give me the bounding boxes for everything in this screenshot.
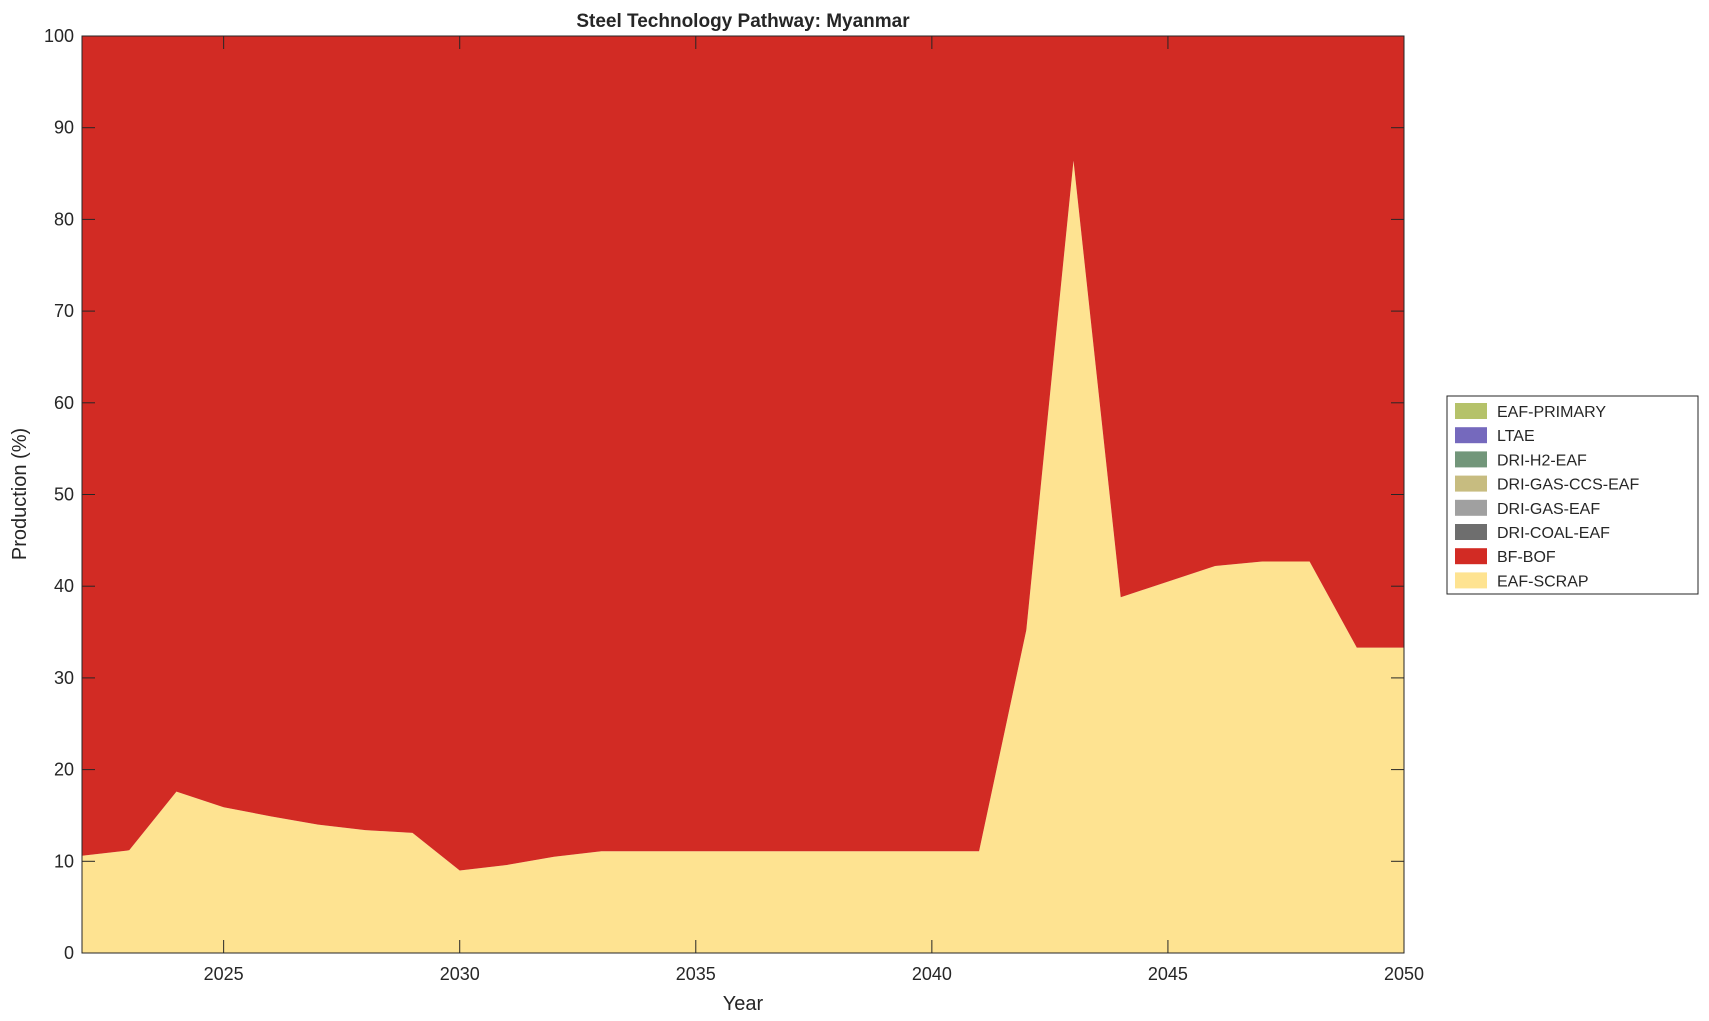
- legend-swatch: [1455, 572, 1487, 589]
- legend-label: DRI-COAL-EAF: [1497, 525, 1610, 542]
- legend-item-dri-h2-eaf: DRI-H2-EAF: [1455, 451, 1587, 469]
- legend-label: BF-BOF: [1497, 549, 1556, 566]
- x-tick-label: 2040: [912, 964, 952, 984]
- y-tick-label: 80: [54, 209, 74, 229]
- y-tick-label: 0: [64, 943, 74, 963]
- legend: EAF-PRIMARY LTAE DRI-H2-EAF DRI-GAS-CCS-EAF…: [1446, 395, 1699, 595]
- legend-label: DRI-GAS-EAF: [1497, 501, 1600, 518]
- y-tick-label: 70: [54, 301, 74, 321]
- legend-swatch: [1455, 548, 1487, 565]
- y-axis: 0 10 20 30 40 50 60 70 80 90 100: [44, 26, 1404, 963]
- legend-item-ltae: LTAE: [1455, 427, 1535, 445]
- x-tick-label: 2025: [204, 964, 244, 984]
- x-tick-label: 2035: [676, 964, 716, 984]
- area-eaf-scrap: [82, 160, 1404, 953]
- legend-swatch: [1455, 524, 1487, 540]
- plot-areas: [82, 36, 1404, 953]
- legend-swatch: [1455, 499, 1487, 516]
- x-axis: 2025 2030 2035 2040 2045 2050: [204, 36, 1424, 984]
- x-tick-label: 2030: [440, 964, 480, 984]
- legend-swatch: [1455, 451, 1487, 468]
- legend-label: EAF-SCRAP: [1497, 573, 1589, 590]
- y-tick-label: 40: [54, 576, 74, 596]
- legend-label: EAF-PRIMARY: [1497, 404, 1606, 421]
- y-tick-label: 60: [54, 393, 74, 413]
- legend-label: DRI-GAS-CCS-EAF: [1497, 477, 1639, 494]
- legend-label: DRI-H2-EAF: [1497, 452, 1587, 469]
- legend-box: [1446, 395, 1699, 595]
- legend-item-dri-gas-ccs-eaf: DRI-GAS-CCS-EAF: [1455, 475, 1639, 494]
- y-tick-label: 100: [44, 26, 74, 46]
- legend-label: LTAE: [1497, 428, 1535, 445]
- legend-swatch: [1455, 403, 1487, 419]
- y-axis-label: Production (%): [9, 428, 31, 560]
- legend-item-dri-gas-eaf: DRI-GAS-EAF: [1455, 499, 1600, 518]
- x-tick-label: 2050: [1384, 964, 1424, 984]
- legend-swatch: [1455, 427, 1487, 444]
- legend-item-dri-coal-eaf: DRI-COAL-EAF: [1455, 524, 1610, 542]
- area-bf-bof: [82, 36, 1404, 871]
- legend-item-eaf-scrap: EAF-SCRAP: [1455, 572, 1589, 590]
- y-tick-label: 90: [54, 118, 74, 138]
- legend-item-eaf-primary: EAF-PRIMARY: [1455, 403, 1606, 421]
- x-axis-label: Year: [723, 993, 764, 1015]
- legend-item-bf-bof: BF-BOF: [1455, 548, 1556, 566]
- y-tick-label: 10: [54, 851, 74, 871]
- y-tick-label: 20: [54, 760, 74, 780]
- chart-title: Steel Technology Pathway: Myanmar: [576, 11, 910, 32]
- legend-swatch: [1455, 475, 1487, 492]
- y-tick-label: 30: [54, 668, 74, 688]
- x-tick-label: 2045: [1148, 964, 1188, 984]
- y-tick-label: 50: [54, 485, 74, 505]
